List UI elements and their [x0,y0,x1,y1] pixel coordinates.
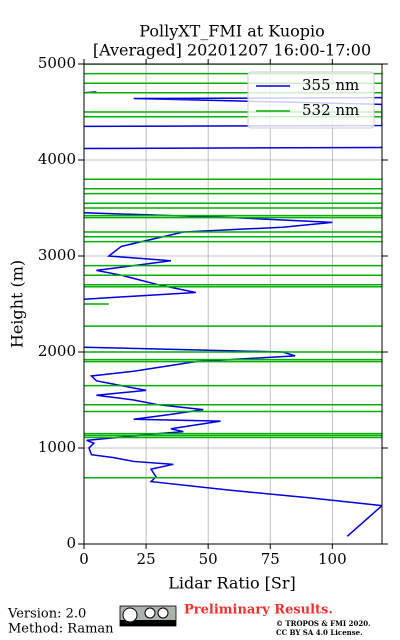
profile-line [84,64,382,479]
x-tick-label: 0 [79,550,89,568]
y-tick-label: 0 [66,534,76,552]
plot-frame [83,63,383,545]
y-tick-label: 4000 [38,150,76,168]
x-tick-label: 50 [199,550,218,568]
chart-title: PollyXT_FMI at Kuopio [139,22,325,41]
license: CC BY SA 4.0 License. [276,628,363,637]
copyright: © TROPOS & FMI 2020. [276,619,371,628]
cc-badge [119,605,177,627]
plot-area [84,64,382,544]
y-tick-label: 1000 [38,438,76,456]
chart-subtitle: [Averaged] 20201207 16:00-17:00 [93,41,371,60]
y-tick-label: 2000 [38,342,76,360]
x-axis-label: Lidar Ratio [Sr] [168,574,296,593]
legend-label: 532 nm [302,101,359,119]
y-axis-label: Height (m) [8,260,27,348]
x-tick-label: 25 [137,550,156,568]
legend: 355 nm 532 nm [247,71,375,129]
y-tick-label: 3000 [38,246,76,264]
profile-line [84,91,382,537]
x-tick-label: 75 [261,550,280,568]
method: Method: Raman [8,622,114,637]
preliminary: Preliminary Results. [184,603,333,618]
x-tick-label: 100 [318,550,347,568]
legend-label: 355 nm [302,76,359,94]
y-tick-label: 5000 [38,54,76,72]
version: Version: 2.0 [7,607,86,622]
